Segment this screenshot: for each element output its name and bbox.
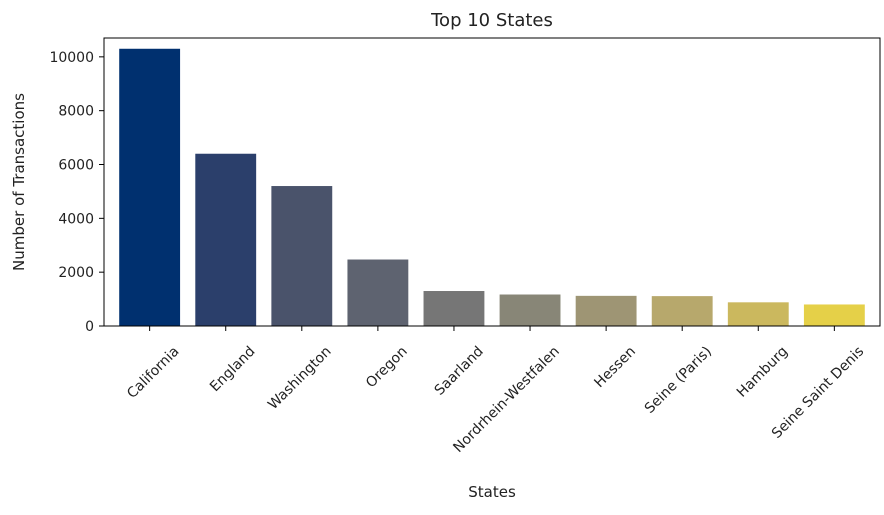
x-tick-label: Saarland (432, 344, 487, 399)
y-tick-label: 6000 (58, 158, 94, 174)
y-tick-label: 4000 (58, 211, 94, 227)
chart-title: Top 10 States (430, 10, 553, 31)
x-tick-label: Seine (Paris) (642, 344, 715, 417)
bar-seine-saint-denis (803, 304, 865, 326)
bar-hessen (575, 295, 637, 326)
x-tick-label: Oregon (363, 344, 411, 392)
y-tick-label: 8000 (58, 104, 94, 120)
x-tick-label: California (124, 344, 182, 402)
bar-california (119, 48, 181, 326)
bars-group (119, 48, 865, 326)
plot-frame (103, 37, 881, 327)
y-tick-label: 10000 (49, 50, 94, 66)
bar-nordrhein-westfalen (499, 294, 561, 326)
bar-saarland (423, 291, 485, 326)
y-tick-label: 0 (85, 319, 94, 335)
y-axis-label: Number of Transactions (10, 93, 28, 271)
y-tick-label: 2000 (58, 265, 94, 281)
x-tick-label: Washington (265, 344, 334, 413)
x-axis-label: States (468, 483, 516, 501)
y-axis-ticks: 0 2000 4000 6000 8000 10000 (49, 50, 104, 335)
bar-seine-paris (651, 296, 713, 326)
bar-england (195, 153, 257, 326)
bar-oregon (347, 259, 409, 326)
bar-hamburg (727, 302, 789, 326)
x-tick-label: Hessen (591, 344, 639, 392)
x-axis-ticks: California England Washington Oregon Saarlan… (124, 326, 867, 456)
bar-washington (271, 186, 333, 326)
x-tick-label: England (207, 344, 259, 396)
x-tick-label: Hamburg (734, 344, 791, 401)
